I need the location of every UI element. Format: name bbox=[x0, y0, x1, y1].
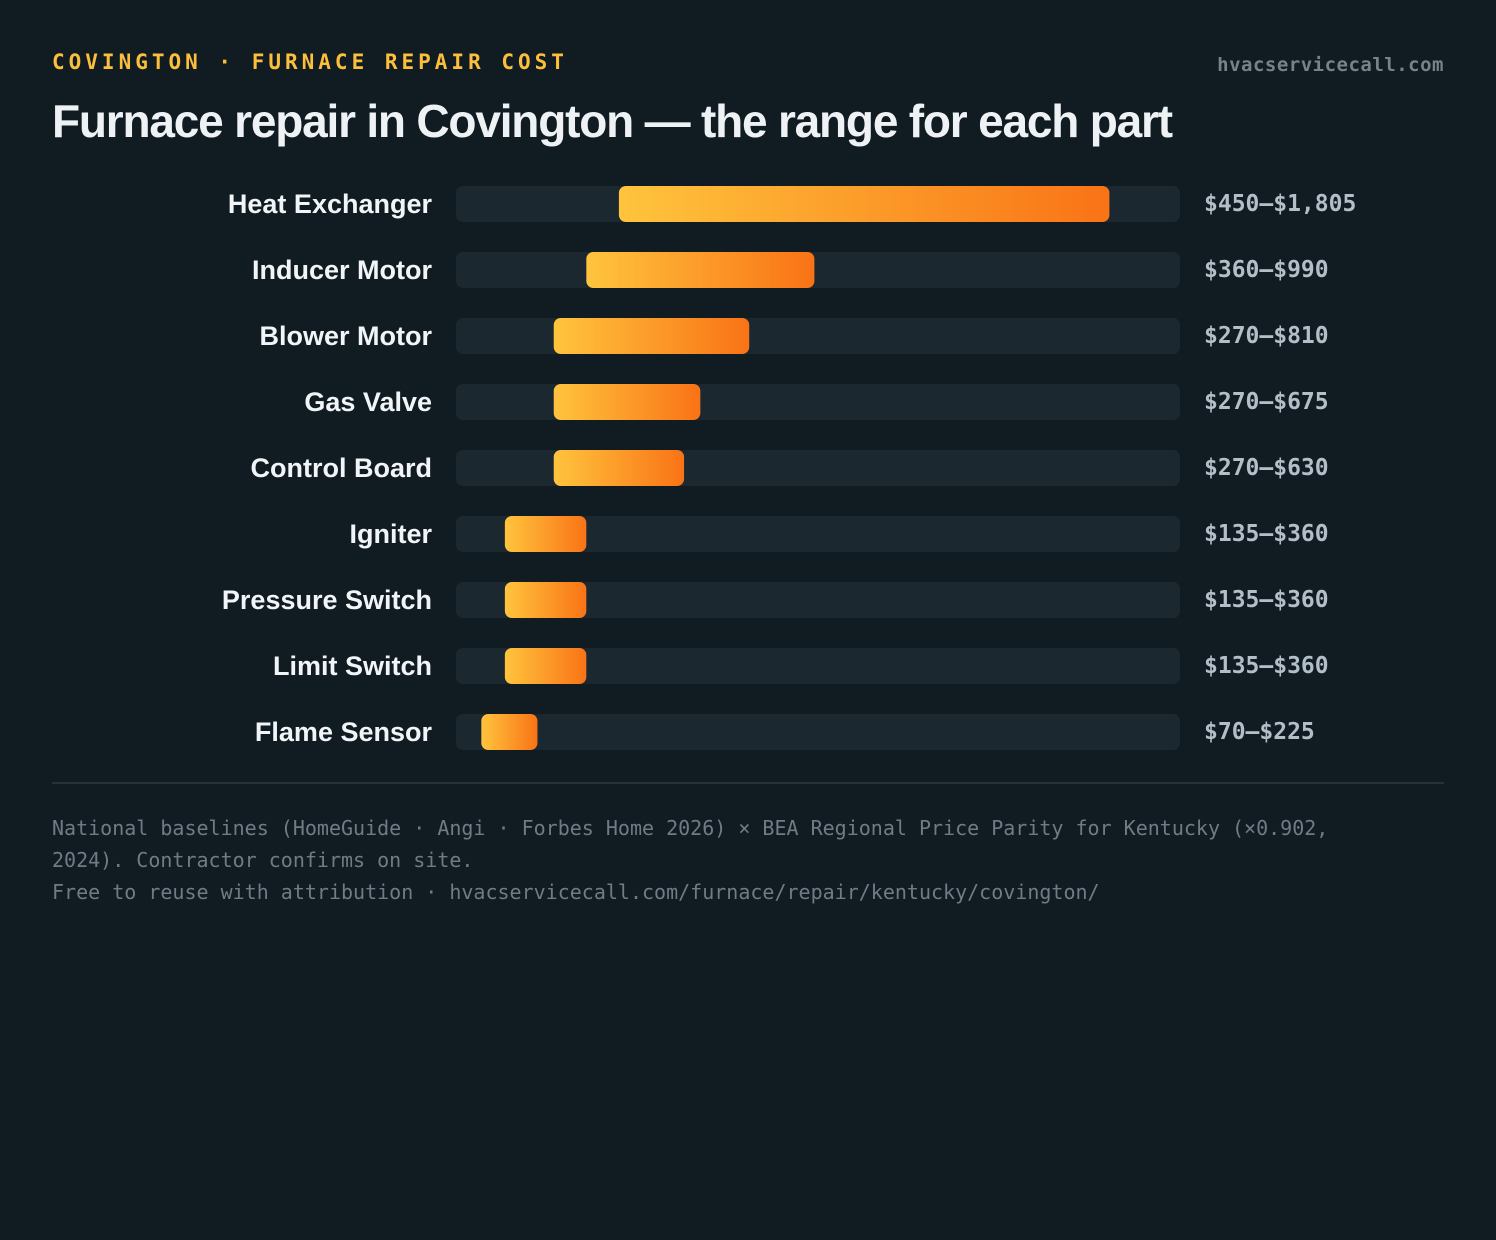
range-bar bbox=[553, 384, 701, 420]
value-label: $270–$675 bbox=[1204, 389, 1329, 415]
category-label: Inducer Motor bbox=[252, 255, 432, 285]
range-bar-chart: Heat Exchanger $450–$1,805 Inducer Motor $3… bbox=[222, 186, 1356, 750]
range-bar bbox=[553, 318, 750, 354]
chart-row: Igniter $135–$360 bbox=[349, 516, 1329, 552]
chart-row: Inducer Motor $360–$990 bbox=[252, 252, 1329, 288]
range-bar bbox=[504, 516, 587, 552]
bar-track bbox=[456, 648, 1180, 684]
eyebrow-label: COVINGTON · FURNACE REPAIR COST bbox=[52, 50, 568, 74]
range-bar bbox=[504, 582, 587, 618]
value-label: $135–$360 bbox=[1204, 587, 1329, 613]
chart-row: Pressure Switch $135–$360 bbox=[222, 582, 1329, 618]
source-note-line: National baselines (HomeGuide · Angi · F… bbox=[52, 816, 1329, 840]
chart-row: Control Board $270–$630 bbox=[251, 450, 1329, 486]
bar-track bbox=[456, 582, 1180, 618]
range-bar bbox=[586, 252, 815, 288]
range-bar bbox=[481, 714, 538, 750]
site-link[interactable]: hvacservicecall.com bbox=[1217, 54, 1444, 76]
source-note-line: 2024). Contractor confirms on site. bbox=[52, 848, 474, 872]
category-label: Control Board bbox=[251, 453, 433, 483]
category-label: Flame Sensor bbox=[255, 717, 433, 747]
value-label: $360–$990 bbox=[1204, 257, 1329, 283]
source-notes: National baselines (HomeGuide · Angi · F… bbox=[52, 812, 1444, 908]
bar-track bbox=[456, 714, 1180, 750]
bar-track bbox=[456, 516, 1180, 552]
range-bar bbox=[618, 186, 1110, 222]
value-label: $135–$360 bbox=[1204, 521, 1329, 547]
value-label: $70–$225 bbox=[1204, 719, 1315, 745]
category-label: Gas Valve bbox=[304, 387, 432, 417]
category-label: Blower Motor bbox=[260, 321, 433, 351]
category-label: Limit Switch bbox=[273, 651, 432, 681]
value-label: $135–$360 bbox=[1204, 653, 1329, 679]
chart-row: Gas Valve $270–$675 bbox=[304, 384, 1329, 420]
chart-row: Flame Sensor $70–$225 bbox=[255, 714, 1315, 750]
bar-track bbox=[456, 252, 1180, 288]
value-label: $270–$810 bbox=[1204, 323, 1329, 349]
category-label: Igniter bbox=[349, 519, 432, 549]
divider bbox=[52, 782, 1444, 784]
chart-row: Limit Switch $135–$360 bbox=[273, 648, 1329, 684]
chart-title: Furnace repair in Covington — the range … bbox=[52, 95, 1173, 147]
value-label: $450–$1,805 bbox=[1204, 191, 1356, 217]
range-bar bbox=[553, 450, 685, 486]
category-label: Pressure Switch bbox=[222, 585, 432, 615]
range-bar bbox=[504, 648, 587, 684]
chart-row: Heat Exchanger $450–$1,805 bbox=[228, 186, 1356, 222]
chart-row: Blower Motor $270–$810 bbox=[260, 318, 1329, 354]
category-label: Heat Exchanger bbox=[228, 189, 433, 219]
attribution-line[interactable]: Free to reuse with attribution · hvacser… bbox=[52, 880, 1100, 904]
value-label: $270–$630 bbox=[1204, 455, 1329, 481]
